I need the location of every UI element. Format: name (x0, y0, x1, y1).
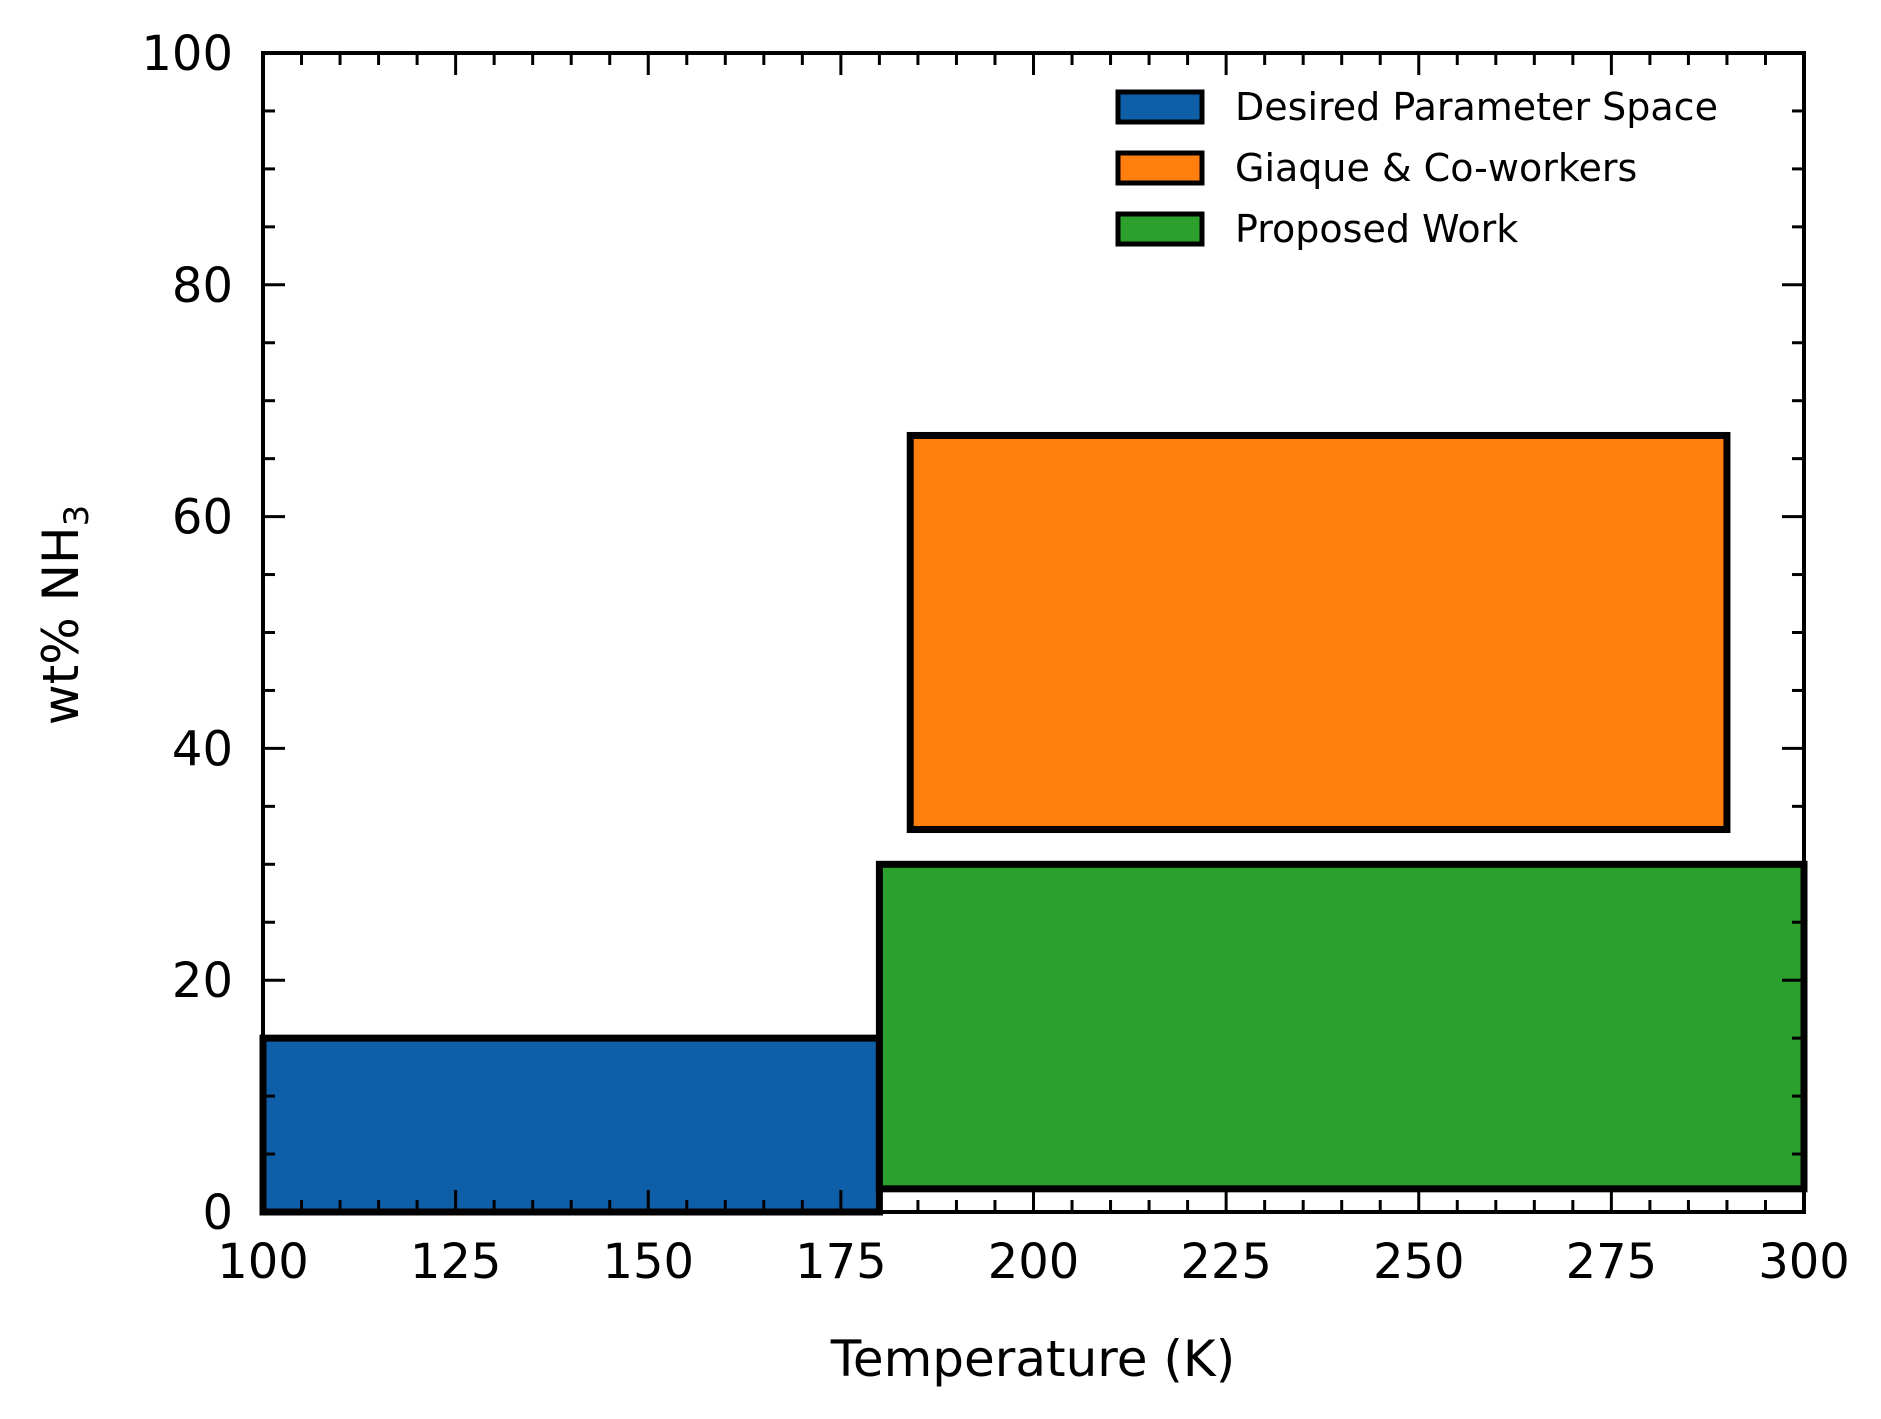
x-tick-label: 125 (410, 1234, 502, 1290)
x-tick-label: 150 (602, 1234, 694, 1290)
x-tick-label: 225 (1180, 1234, 1272, 1290)
legend-swatch (1115, 211, 1205, 247)
x-tick-label: 200 (988, 1234, 1080, 1290)
region-rect (259, 1034, 883, 1216)
legend-swatch (1115, 89, 1205, 125)
y-axis-label: wt% NH3 (32, 505, 97, 726)
region-rect (875, 860, 1808, 1193)
y-axis-label-subscript: 3 (57, 505, 97, 527)
legend-label: Desired Parameter Space (1235, 85, 1718, 129)
x-tick-label: 175 (795, 1234, 887, 1290)
y-tick-label: 40 (172, 721, 233, 777)
x-tick-label: 250 (1373, 1234, 1465, 1290)
region-rect (906, 431, 1731, 834)
legend-label: Giaque & Co-workers (1235, 146, 1637, 190)
y-axis-label-main: wt% NH (32, 526, 90, 725)
y-tick-label: 60 (172, 490, 233, 546)
y-tick-label: 100 (141, 26, 233, 82)
x-tick-label: 300 (1758, 1234, 1850, 1290)
ticks-layer (261, 51, 1806, 1214)
x-tick-label: 275 (1566, 1234, 1658, 1290)
y-tick-label: 20 (172, 953, 233, 1009)
legend-swatch (1115, 150, 1205, 186)
tick-labels-layer: 100 125 150 175 200 225 250 275 300 0 20 40 60 80 100 (141, 26, 1849, 1290)
legend-label: Proposed Work (1235, 207, 1518, 251)
y-tick-label: 80 (172, 258, 233, 314)
regions-layer (259, 431, 1808, 1216)
x-tick-label: 100 (217, 1234, 309, 1290)
y-tick-label: 0 (202, 1185, 233, 1241)
legend: Desired Parameter Space Giaque & Co-worke… (1115, 85, 1718, 251)
x-axis-label: Temperature (K) (830, 1330, 1235, 1388)
